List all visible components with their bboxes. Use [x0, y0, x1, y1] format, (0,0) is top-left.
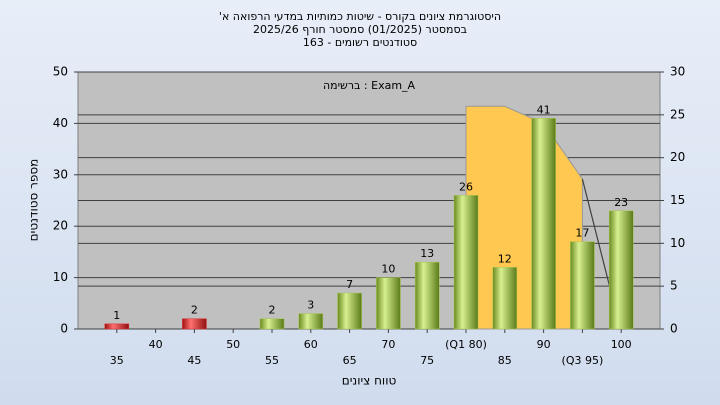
title-line: היסטוגרמת ציונים בקורס - שיטות כמותיות ב… — [219, 10, 501, 23]
y2-tick-label: 30 — [670, 65, 685, 79]
y2-tick-label: 0 — [670, 322, 678, 336]
bar — [182, 318, 207, 330]
value-label: 26 — [459, 180, 473, 193]
x-tick-label: 75 — [420, 354, 434, 367]
y2-tick-label: 25 — [670, 107, 685, 121]
y2-tick-label: 20 — [670, 150, 685, 164]
y2-tick-label: 10 — [670, 236, 685, 250]
x-tick-label: 70 — [381, 338, 395, 351]
y2-tick-label: 5 — [670, 279, 678, 293]
bar — [453, 195, 479, 330]
bar — [259, 318, 285, 330]
y-tick-label: 30 — [53, 167, 68, 181]
y-tick-label: 40 — [53, 116, 68, 130]
x-tick-label: (Q3 95) — [562, 354, 604, 367]
bar — [531, 118, 556, 330]
x-tick-label: 35 — [110, 354, 124, 367]
x-tick-label: 45 — [187, 354, 201, 367]
y2-tick-label: 15 — [670, 193, 685, 207]
bar — [298, 313, 324, 330]
bar — [337, 292, 362, 330]
value-label: 7 — [346, 278, 353, 291]
x-tick-label: 40 — [149, 338, 163, 351]
value-label: 1 — [113, 309, 120, 322]
value-label: 3 — [307, 299, 314, 312]
bar — [376, 277, 401, 330]
bar — [492, 267, 518, 330]
line — [581, 178, 611, 287]
y-tick-label: 0 — [60, 322, 68, 336]
x-tick-label: 65 — [343, 354, 357, 367]
title-line: בסמסטר (01/2025) סמסטר חורף 2025/26 — [253, 23, 467, 36]
value-label: 2 — [269, 304, 276, 317]
annotation: ברשימה : Exam_A — [323, 79, 416, 92]
x-tick-label: 100 — [611, 338, 632, 351]
x-tick-label: 90 — [537, 338, 551, 351]
bar — [608, 210, 634, 330]
bar — [104, 323, 130, 330]
value-label: 10 — [381, 263, 395, 276]
x-tick-label: 85 — [498, 354, 512, 367]
x-tick-label: 60 — [304, 338, 318, 351]
value-label: 2 — [191, 304, 198, 317]
x-tick-label: 55 — [265, 354, 279, 367]
value-label: 41 — [537, 103, 551, 116]
y-tick-label: 20 — [53, 219, 68, 233]
y-tick-label: 50 — [53, 65, 68, 79]
value-label: 13 — [420, 247, 434, 260]
title-line: סטודנטים רשומים - 163 — [303, 36, 417, 49]
x-tick-label: 50 — [226, 338, 240, 351]
value-label: 17 — [575, 227, 589, 240]
y-axis-label: מספר סטודנטים — [27, 159, 41, 242]
x-tick-label: (Q1 80) — [445, 338, 487, 351]
bar — [570, 241, 595, 330]
value-label: 23 — [614, 196, 628, 209]
bar — [414, 261, 440, 330]
value-label: 12 — [498, 252, 512, 265]
x-axis-label: טווח ציונים — [342, 374, 397, 388]
y-tick-label: 10 — [53, 270, 68, 284]
